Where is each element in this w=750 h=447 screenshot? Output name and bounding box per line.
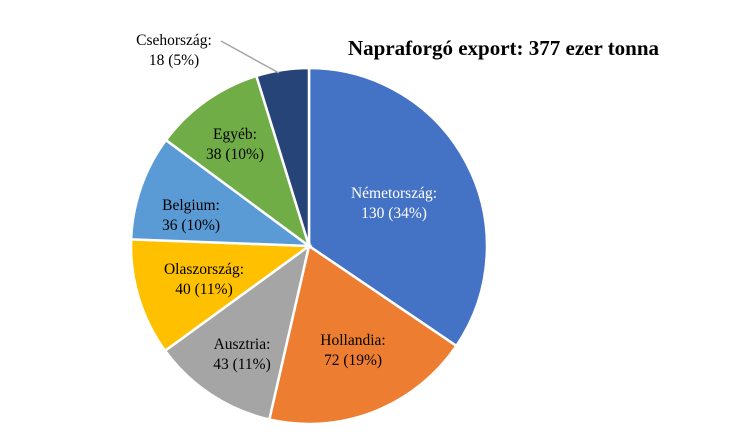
data-label-ausztria: Ausztria: 43 (11%) <box>213 336 271 373</box>
data-label-olaszország: Olaszország: 40 (11%) <box>164 261 244 298</box>
pie-slice-ausztria <box>163 243 311 422</box>
data-label-csehország: Csehország: 18 (5%) <box>136 32 212 69</box>
pie-slice-egyéb <box>164 74 312 250</box>
pie-slice-csehország <box>254 66 311 247</box>
data-label-hollandia: Hollandia: 72 (19%) <box>320 332 385 369</box>
data-label-belgium: Belgium: 36 (10%) <box>162 197 220 234</box>
leader-line <box>220 40 280 74</box>
chart-title: Napraforgó export: 377 ezer tonna <box>348 36 660 60</box>
pie-slice-olaszország <box>129 238 313 353</box>
pie-slice-belgium <box>129 138 313 248</box>
data-label-egyéb: Egyéb: 38 (10%) <box>206 126 264 163</box>
data-label-németország: Németország: 130 (34%) <box>351 185 437 222</box>
pie-slice-hollandia <box>267 243 459 426</box>
pie-slice-németország <box>307 66 489 348</box>
